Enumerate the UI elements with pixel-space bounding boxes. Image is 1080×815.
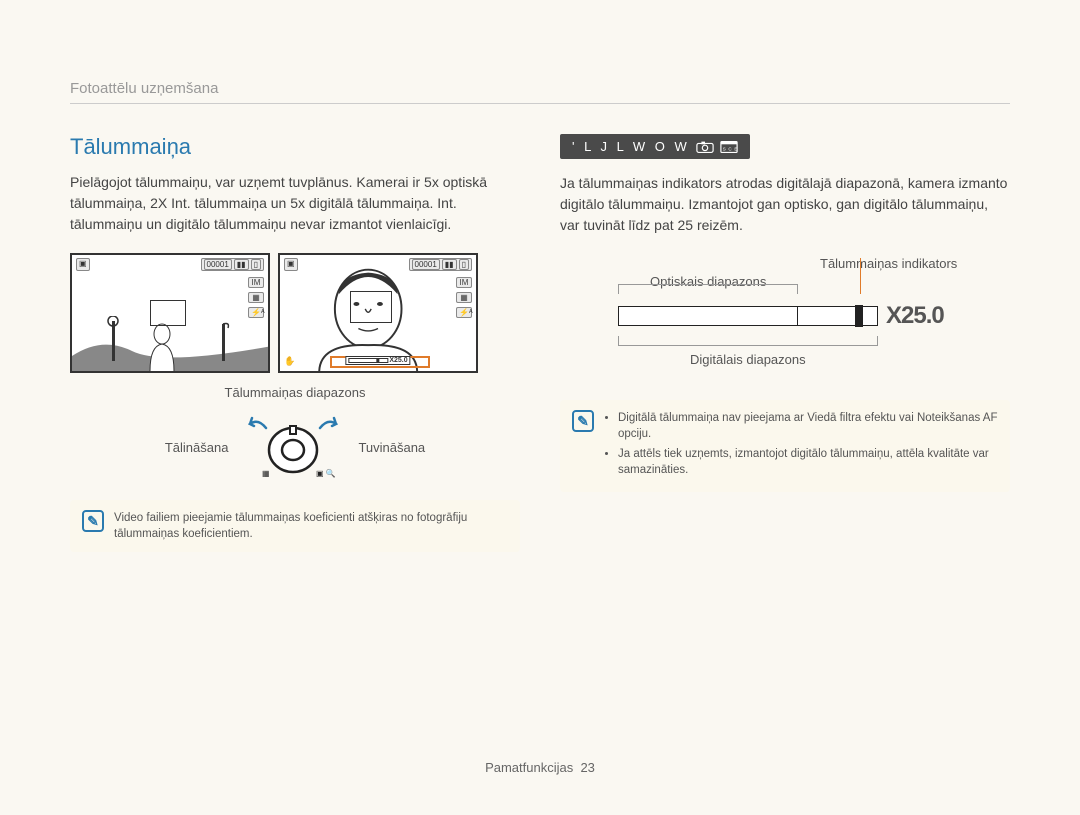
- page-footer: Pamatfunkcijas 23: [0, 760, 1080, 775]
- digital-zoom-text: Ja tālummaiņas indikators atrodas digitā…: [560, 173, 1010, 236]
- card-icon: ▯: [251, 259, 261, 270]
- preview-top-icons: ▣ 00001▮▮▯: [76, 258, 264, 271]
- zoom-dial-icon: ▦ ▣ 🔍: [248, 416, 338, 478]
- footer-page: 23: [580, 760, 594, 775]
- svg-text:▣ 🔍: ▣ 🔍: [316, 468, 336, 478]
- zoom-diagram: Tālummaiņas indikators Optiskais diapazo…: [560, 256, 1010, 370]
- info-item: Digitālā tālummaiņa nav pieejama ar Vied…: [618, 410, 998, 442]
- optical-bracket: [618, 284, 798, 294]
- zoom-out-label: Tālināšana: [165, 440, 229, 455]
- info-text-list: Digitālā tālummaiņa nav pieejama ar Vied…: [604, 410, 998, 482]
- zoom-mini-bar: X25.0: [345, 356, 410, 365]
- preview-row: ▣ 00001▮▮▯ IM ▦ ⚡ᴬ ✋: [70, 253, 520, 373]
- svg-text:SCENE: SCENE: [723, 146, 738, 151]
- breadcrumb: Fotoattēlu uzņemšana: [70, 80, 1010, 104]
- intro-text: Pielāgojot tālummaiņu, var uzņemt tuvplā…: [70, 172, 520, 235]
- info-icon: ✎: [82, 510, 104, 532]
- info-box-left: ✎ Video failiem pieejamie tālummaiņas ko…: [70, 500, 520, 552]
- info-icon: ✎: [572, 410, 594, 432]
- focus-rect: [350, 291, 392, 323]
- size-icon: IM: [248, 277, 264, 288]
- camera-mode-icon: [696, 140, 714, 154]
- zoom-mini-value: X25.0: [389, 357, 407, 364]
- scene-mode-icon: SCENE: [720, 140, 738, 154]
- zoom-in-label: Tuvināšana: [358, 440, 425, 455]
- info-item: Ja attēls tiek uzņemts, izmantojot digit…: [618, 446, 998, 478]
- range-label: Tālummaiņas diapazons: [70, 385, 520, 400]
- footer-label: Pamatfunkcijas: [485, 760, 573, 775]
- zoom-position-marker: [855, 305, 863, 327]
- indicator-line: [380, 371, 381, 373]
- zoom-dial-row: Tālināšana ▦ ▣ 🔍 Tuvināšana: [70, 416, 520, 478]
- digital-bracket: [618, 336, 878, 346]
- battery-icon: ▮▮: [234, 259, 249, 270]
- info-box-right: ✎ Digitālā tālummaiņa nav pieejama ar Vi…: [560, 400, 1010, 492]
- digital-label: Digitālais diapazons: [690, 352, 806, 367]
- svg-text:▦: ▦: [262, 469, 270, 478]
- preview-side-icons: IM ▦ ⚡ᴬ: [248, 277, 264, 318]
- counter: 00001: [204, 259, 232, 270]
- right-column: ' L J L W O W SCENE Ja tālummaiņas indik…: [560, 134, 1010, 552]
- zoom-value: X25.0: [886, 302, 944, 330]
- mode-header-text: ' L J L W O W: [572, 139, 690, 154]
- focus-rect: [150, 300, 186, 326]
- info-text: Video failiem pieejamie tālummaiņas koef…: [114, 510, 508, 542]
- quality-icon: ▦: [248, 292, 264, 303]
- zoom-seg-digital: [798, 306, 878, 326]
- indicator-pointer: [860, 258, 861, 294]
- zoom-bar: X25.0: [560, 302, 1010, 330]
- left-column: Tālummaiņa Pielāgojot tālummaiņu, var uz…: [70, 134, 520, 552]
- section-title: Tālummaiņa: [70, 134, 520, 160]
- mode-header: ' L J L W O W SCENE: [560, 134, 750, 159]
- camera-icon: ▣: [76, 258, 90, 271]
- zoom-seg-optical: [618, 306, 798, 326]
- preview-wide: ▣ 00001▮▮▯ IM ▦ ⚡ᴬ ✋: [70, 253, 270, 373]
- preview-zoomed: ▣ 00001▮▮▯ IM ▦ ⚡ᴬ ✋: [278, 253, 478, 373]
- indicator-label: Tālummaiņas indikators: [820, 256, 957, 271]
